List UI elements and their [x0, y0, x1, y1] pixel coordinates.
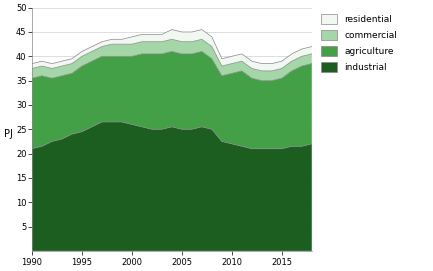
Y-axis label: PJ: PJ: [4, 129, 13, 139]
Legend: residential, commercial, agriculture, industrial: residential, commercial, agriculture, in…: [319, 12, 399, 74]
